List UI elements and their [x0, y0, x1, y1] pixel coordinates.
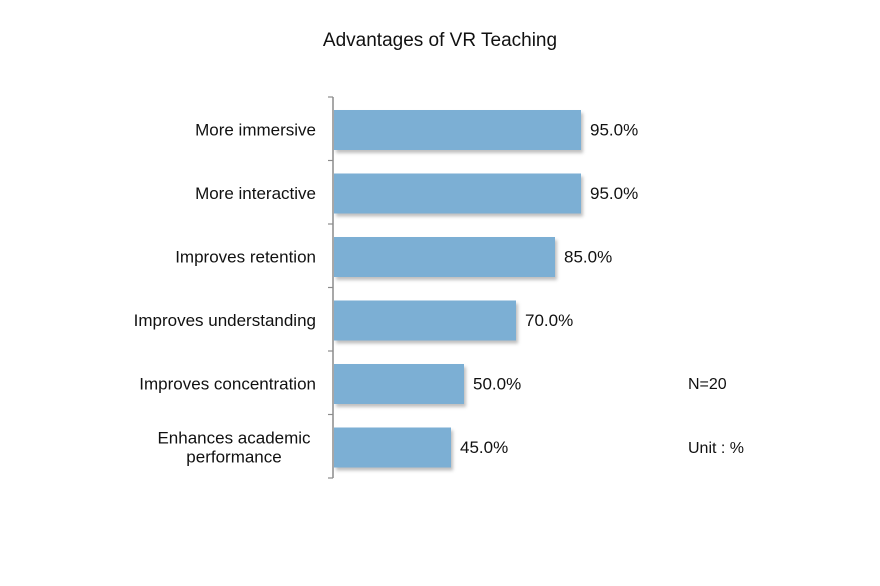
- category-label-6-line-2: performance: [186, 448, 281, 467]
- chart-title: Advantages of VR Teaching: [322, 30, 558, 51]
- bar-6: [334, 427, 451, 468]
- value-label-2: 95.0%: [590, 184, 638, 203]
- value-label-6: 45.0%: [460, 438, 508, 457]
- category-label-1: More immersive: [195, 121, 316, 140]
- bar-4: [334, 300, 516, 341]
- value-label-4: 70.0%: [525, 311, 573, 330]
- category-label-6-line-1: Enhances academic: [157, 429, 311, 448]
- category-label-3: Improves retention: [175, 248, 316, 267]
- bar-5: [334, 364, 464, 404]
- category-label-2: More interactive: [195, 184, 316, 203]
- value-label-1: 95.0%: [590, 121, 638, 140]
- category-label-5: Improves concentration: [139, 375, 316, 394]
- bar-1: [334, 110, 581, 150]
- unit-note: Unit : %: [688, 440, 745, 457]
- value-label-5: 50.0%: [473, 375, 521, 394]
- bar-2: [334, 173, 581, 214]
- bar-3: [334, 237, 555, 277]
- category-label-4: Improves understanding: [134, 311, 316, 330]
- sample-size-note: N=20: [688, 376, 727, 393]
- value-label-3: 85.0%: [564, 248, 612, 267]
